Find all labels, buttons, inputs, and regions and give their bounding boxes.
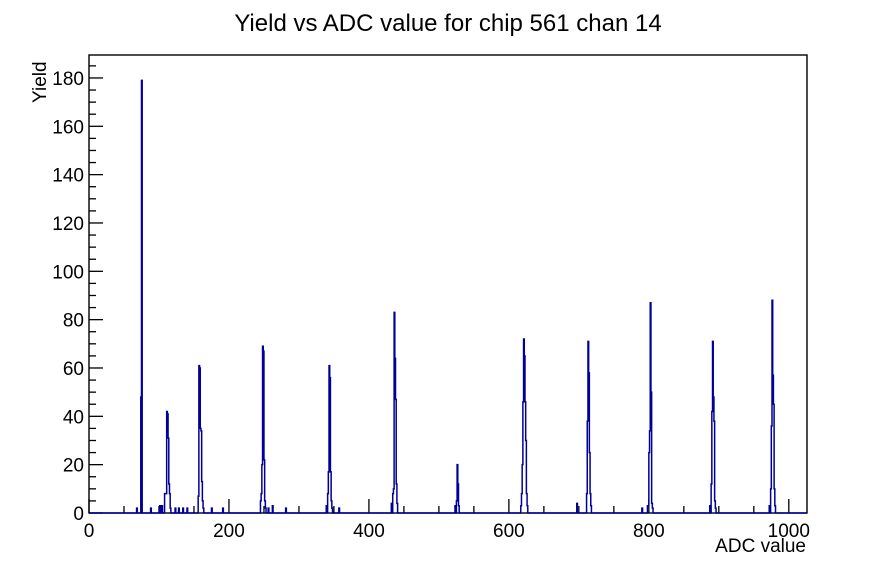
y-tick-label: 160	[52, 117, 84, 138]
x-tick-label: 800	[633, 521, 665, 542]
y-tick-label: 60	[63, 359, 84, 380]
y-tick-label: 140	[52, 166, 84, 187]
histogram-line	[89, 79, 807, 514]
y-tick-label: 40	[63, 407, 84, 428]
y-axis-title: Yield	[30, 61, 51, 103]
x-tick-label: 1000	[768, 521, 810, 542]
axis-ticks	[88, 65, 790, 514]
x-tick-label: 200	[213, 521, 245, 542]
plot-frame	[88, 54, 808, 514]
y-tick-label: 0	[73, 504, 84, 525]
x-tick-label: 400	[353, 521, 385, 542]
y-tick-label: 80	[63, 311, 84, 332]
axis-tick-labels: 0 200 400 600 800 1000 0 20 40 60 80 100 120 140 160 18…	[52, 69, 810, 542]
y-tick-label: 180	[52, 69, 84, 90]
x-axis-title: ADC value	[715, 536, 806, 557]
y-tick-label: 100	[52, 262, 84, 283]
chart-title: Yield vs ADC value for chip 561 chan 14	[234, 10, 661, 37]
x-tick-label: 600	[493, 521, 525, 542]
x-tick-label: 0	[84, 521, 95, 542]
y-tick-label: 120	[52, 214, 84, 235]
y-tick-label: 20	[63, 456, 84, 477]
